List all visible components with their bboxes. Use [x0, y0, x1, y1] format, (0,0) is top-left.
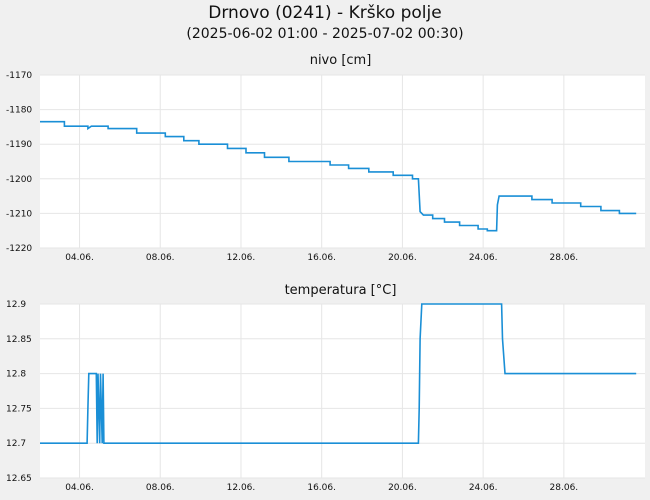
x-tick-label: 08.06.: [146, 483, 175, 493]
y-tick-label: -1220: [6, 244, 32, 254]
x-tick-label: 20.06.: [388, 253, 417, 263]
x-tick-label: 12.06.: [227, 483, 256, 493]
x-tick-label: 24.06.: [469, 253, 498, 263]
y-tick-label: -1190: [6, 140, 32, 150]
x-tick-label: 16.06.: [307, 483, 336, 493]
x-tick-label: 28.06.: [550, 253, 579, 263]
x-tick-label: 08.06.: [146, 253, 175, 263]
series-line-1: [40, 120, 637, 232]
y-tick-label: -1170: [6, 71, 32, 81]
panel-title-2: temperatura [°C]: [285, 283, 397, 298]
y-tick-label: -1180: [6, 106, 32, 116]
y-tick-label: 12.7: [6, 439, 26, 449]
x-tick-label: 24.06.: [469, 483, 498, 493]
y-tick-label: 12.65: [6, 474, 32, 484]
x-tick-label: 04.06.: [65, 253, 94, 263]
plot-area-1: [40, 75, 645, 248]
plot-area-2: [40, 304, 645, 478]
series-line-2: [40, 303, 637, 445]
x-tick-label: 12.06.: [227, 253, 256, 263]
page-title: Drnovo (0241) - Krško polje: [208, 3, 442, 23]
x-tick-label: 20.06.: [388, 483, 417, 493]
y-tick-label: -1210: [6, 209, 32, 219]
x-tick-label: 28.06.: [550, 483, 579, 493]
y-tick-label: 12.8: [6, 370, 26, 380]
x-tick-label: 16.06.: [307, 253, 336, 263]
page-subtitle: (2025-06-02 01:00 - 2025-07-02 00:30): [186, 26, 464, 42]
y-tick-label: -1200: [6, 175, 32, 185]
y-tick-label: 12.9: [6, 300, 26, 310]
panel-title-1: nivo [cm]: [310, 53, 372, 68]
y-tick-label: 12.85: [6, 335, 32, 345]
x-tick-label: 04.06.: [65, 483, 94, 493]
y-tick-label: 12.75: [6, 404, 32, 414]
